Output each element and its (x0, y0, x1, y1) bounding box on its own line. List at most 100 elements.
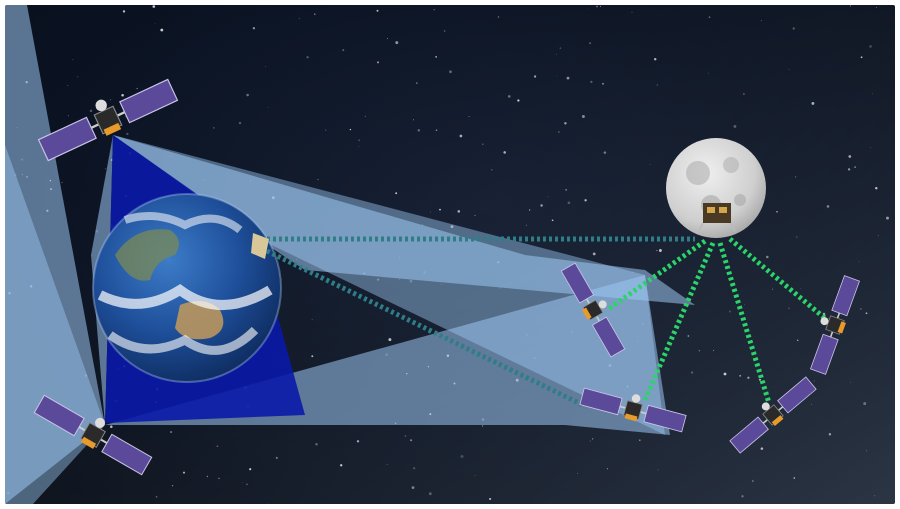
star (238, 121, 242, 125)
star (444, 30, 446, 32)
star (410, 439, 413, 442)
star (218, 477, 220, 479)
star (433, 9, 435, 11)
star (589, 440, 591, 442)
star (460, 455, 464, 458)
illustration (5, 5, 895, 504)
star (172, 485, 174, 487)
star (752, 480, 754, 482)
satellite-icon (831, 275, 860, 317)
satellite-icon (560, 262, 595, 304)
star (267, 107, 269, 108)
satellite-icon (95, 417, 105, 428)
star (356, 440, 360, 443)
star (708, 72, 710, 74)
star (863, 402, 867, 406)
star (871, 93, 873, 95)
satellite-icon (598, 300, 607, 309)
star (606, 468, 608, 470)
star (848, 155, 852, 158)
star (708, 16, 711, 19)
star (246, 483, 248, 486)
moon-icon (666, 138, 766, 238)
star (565, 189, 567, 191)
star (869, 45, 872, 48)
star (152, 5, 156, 8)
star (412, 119, 415, 121)
relay-satellite-upper-left (37, 78, 179, 162)
star (631, 11, 633, 13)
star (657, 469, 659, 471)
star (525, 224, 527, 226)
star (528, 209, 531, 211)
star (342, 49, 345, 52)
star (315, 443, 318, 446)
lunar-orbiter-3 (729, 376, 817, 454)
star (733, 124, 737, 128)
satellite-icon (761, 402, 770, 411)
star (435, 129, 438, 131)
satellite-icon (624, 413, 638, 422)
star (377, 61, 379, 64)
star (771, 288, 774, 290)
star (104, 168, 106, 170)
star (795, 176, 797, 178)
star (850, 381, 852, 383)
star (314, 13, 316, 15)
satellites (33, 78, 860, 476)
star (170, 431, 173, 433)
star (182, 471, 186, 474)
star (592, 438, 594, 440)
star (386, 463, 388, 465)
star (747, 376, 750, 379)
star (865, 312, 868, 315)
star (577, 473, 579, 475)
star (813, 380, 815, 382)
star (298, 18, 300, 20)
star (411, 486, 415, 489)
star (482, 143, 484, 145)
star (741, 495, 744, 498)
star (311, 319, 313, 321)
star (759, 378, 761, 381)
star (110, 425, 113, 428)
star (687, 335, 690, 337)
star (77, 76, 79, 78)
star (766, 255, 769, 259)
star (306, 56, 309, 59)
satellite-icon (103, 122, 122, 136)
lunar-orbiter-4 (810, 275, 860, 375)
star (507, 95, 511, 98)
star (656, 84, 658, 86)
satellite-icon (80, 436, 97, 449)
star (698, 350, 700, 352)
star (558, 131, 560, 133)
star (792, 27, 795, 30)
star (489, 497, 492, 501)
star (547, 196, 549, 198)
star (430, 211, 431, 213)
star (491, 169, 493, 171)
star (653, 57, 657, 61)
star (340, 464, 343, 467)
terminal-icon (251, 233, 269, 259)
star (690, 371, 694, 374)
star (869, 147, 871, 148)
star (811, 404, 812, 405)
star (395, 192, 398, 195)
star (503, 151, 506, 154)
star (860, 56, 863, 59)
star (417, 129, 421, 132)
earth-icon (92, 193, 282, 383)
satellite-icon (643, 404, 687, 433)
star (564, 122, 567, 125)
star (551, 219, 554, 222)
lander-icon (698, 203, 736, 232)
star (242, 481, 243, 483)
star (457, 210, 461, 213)
star (555, 54, 557, 56)
star (399, 278, 400, 280)
star (603, 151, 607, 154)
star (826, 205, 830, 208)
